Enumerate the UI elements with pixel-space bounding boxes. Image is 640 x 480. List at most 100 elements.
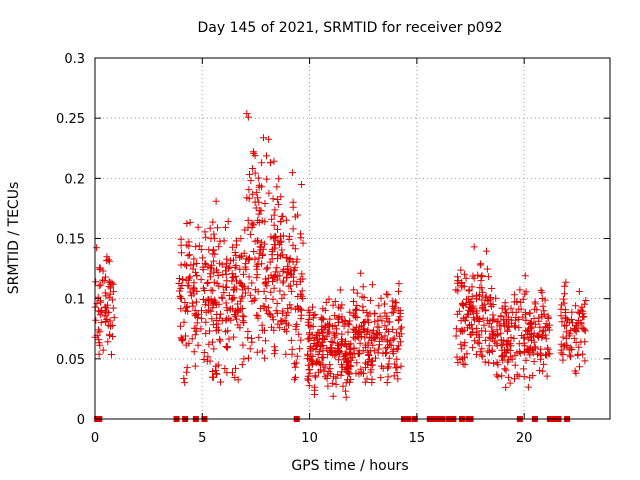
data-point: [337, 371, 345, 379]
data-point: [211, 234, 219, 242]
data-point: [288, 169, 296, 177]
data-point: [489, 301, 497, 308]
data-point: [253, 271, 261, 279]
data-point: [313, 331, 320, 339]
data-point: [361, 378, 369, 386]
data-point: [561, 282, 569, 290]
data-point: [178, 295, 185, 302]
data-point: [212, 317, 220, 324]
data-point: [484, 273, 492, 281]
data-point: [559, 333, 567, 341]
data-point: [465, 286, 473, 294]
data-point: [277, 217, 285, 225]
data-point: [236, 297, 244, 305]
data-point: [537, 286, 545, 294]
data-point: [542, 320, 550, 328]
data-point: [351, 326, 359, 334]
data-point: [575, 288, 583, 295]
data-point: [474, 338, 482, 346]
data-point: [260, 134, 267, 142]
data-point: [191, 331, 199, 339]
data-point: [512, 314, 520, 321]
data-point: [464, 295, 472, 303]
data-point: [294, 211, 302, 219]
data-point: [494, 317, 502, 325]
data-point: [478, 296, 486, 304]
data-point: [246, 171, 253, 178]
data-point: [209, 304, 217, 312]
data-point: [575, 343, 583, 351]
data-point: [508, 319, 516, 327]
data-point: [389, 336, 397, 344]
data-point: [580, 313, 588, 321]
data-point: [517, 298, 525, 306]
data-point: [209, 321, 217, 329]
data-point: [234, 376, 242, 384]
data-point: [193, 319, 201, 327]
data-point: [538, 295, 546, 302]
data-point: [183, 262, 190, 270]
data-point: [397, 338, 404, 346]
data-point: [202, 318, 210, 326]
data-point: [95, 336, 103, 344]
data-point: [360, 325, 368, 333]
x-axis-label: GPS time / hours: [291, 458, 408, 474]
data-point: [270, 326, 278, 334]
data-point: [379, 364, 387, 372]
data-point: [97, 281, 105, 289]
data-point: [95, 282, 103, 290]
data-point: [272, 268, 280, 276]
data-point: [529, 349, 537, 357]
data-point: [539, 302, 547, 310]
data-point: [223, 259, 231, 267]
data-point: [244, 113, 252, 121]
data-point: [559, 351, 567, 358]
data-point: [338, 330, 346, 338]
data-point: [395, 332, 403, 340]
data-point: [319, 305, 327, 313]
data-point: [355, 347, 363, 355]
data-point: [238, 361, 246, 369]
data-point: [334, 371, 342, 379]
data-point: [316, 366, 324, 374]
data-point: [528, 323, 536, 331]
data-point: [222, 267, 229, 275]
data-point: [562, 328, 570, 336]
data-point: [329, 301, 337, 309]
data-point: [255, 333, 263, 341]
data-point: [353, 302, 361, 309]
data-point: [363, 308, 371, 316]
data-point: [99, 346, 107, 354]
data-point: [342, 337, 350, 345]
data-point: [245, 354, 252, 362]
data-point: [398, 323, 406, 331]
data-point: [314, 328, 322, 336]
data-point: [393, 369, 401, 376]
data-point: [566, 351, 574, 359]
data-point: [96, 264, 104, 272]
data-point: [492, 294, 500, 302]
data-point: [273, 300, 281, 307]
data-point: [368, 357, 376, 365]
data-point: [273, 183, 281, 191]
data-point: [375, 341, 383, 349]
data-point: [368, 379, 376, 386]
data-point: [579, 350, 587, 358]
data-point: [340, 322, 348, 330]
data-point: [498, 346, 506, 354]
data-point: [535, 317, 543, 325]
data-point: [305, 366, 313, 374]
data-point: [521, 272, 529, 280]
data-point: [183, 368, 191, 376]
data-point: [345, 341, 353, 349]
data-point: [339, 318, 347, 326]
data-point: [469, 329, 477, 337]
data-point: [490, 359, 498, 367]
data-point: [207, 286, 215, 294]
data-point: [456, 356, 464, 363]
data-point: [237, 235, 245, 243]
data-point: [342, 379, 350, 387]
data-point: [210, 246, 218, 254]
data-point: [543, 372, 551, 380]
data-point: [494, 330, 502, 338]
